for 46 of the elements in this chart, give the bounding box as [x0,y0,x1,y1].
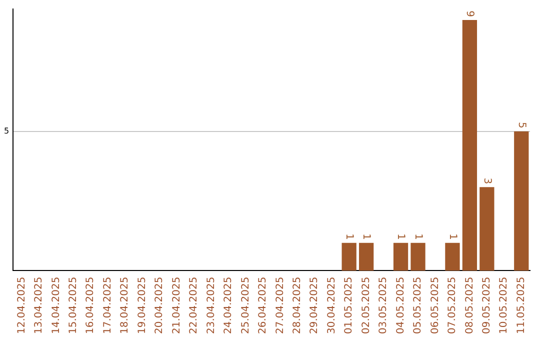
bar [393,242,408,271]
x-tick-label: 09.05.2025 [482,276,493,334]
x-tick-label: 10.05.2025 [498,276,510,334]
x-tick-label: 17.04.2025 [102,276,114,334]
x-tick-label: 19.04.2025 [136,276,148,334]
x-tick-label: 05.05.2025 [412,276,424,334]
x-tick-label: 14.04.2025 [50,276,62,334]
bar [480,187,494,271]
x-tick-label: 15.04.2025 [68,276,79,334]
data-label: 1 [360,234,372,240]
x-tick-label: 11.05.2025 [516,276,527,334]
data-label: 9 [464,10,476,17]
x-tick-label: 06.05.2025 [430,276,441,334]
bar [514,131,529,271]
x-tick-label: 18.04.2025 [120,276,131,334]
x-tick-label: 16.04.2025 [85,276,96,334]
x-tick-label: 12.04.2025 [16,276,28,334]
bar [410,242,426,271]
data-label: 1 [412,234,424,240]
x-tick-label: 13.04.2025 [34,276,45,334]
x-tick-label: 20.04.2025 [154,276,166,334]
x-tick-label: 26.04.2025 [258,276,269,334]
x-tick-label: 01.05.2025 [344,276,355,334]
x-tick-label: 21.04.2025 [171,276,182,334]
x-tick-label: 28.04.2025 [292,276,303,334]
x-tick-label: 07.05.2025 [447,276,458,334]
data-label: 5 [516,122,527,128]
x-tick-label: 08.05.2025 [464,276,476,334]
bar [462,20,478,271]
bar [445,242,460,271]
x-tick-label: 04.05.2025 [395,276,406,334]
x-tick-label: 25.04.2025 [240,276,252,334]
x-tick-label: 23.04.2025 [206,276,217,334]
data-label: 1 [343,234,354,240]
x-tick-label: 22.04.2025 [188,276,200,334]
x-tick-label: 27.04.2025 [274,276,286,334]
data-label: 1 [446,234,458,240]
bar [342,242,356,271]
x-tick-label: 24.04.2025 [223,276,234,334]
x-tick-label: 29.04.2025 [309,276,320,334]
x-tick-label: 30.04.2025 [326,276,338,334]
bar [358,242,374,271]
x-tick-label: 03.05.2025 [378,276,390,334]
data-label: 1 [395,234,406,240]
data-label: 3 [481,178,492,184]
x-tick-label: 02.05.2025 [360,276,372,334]
